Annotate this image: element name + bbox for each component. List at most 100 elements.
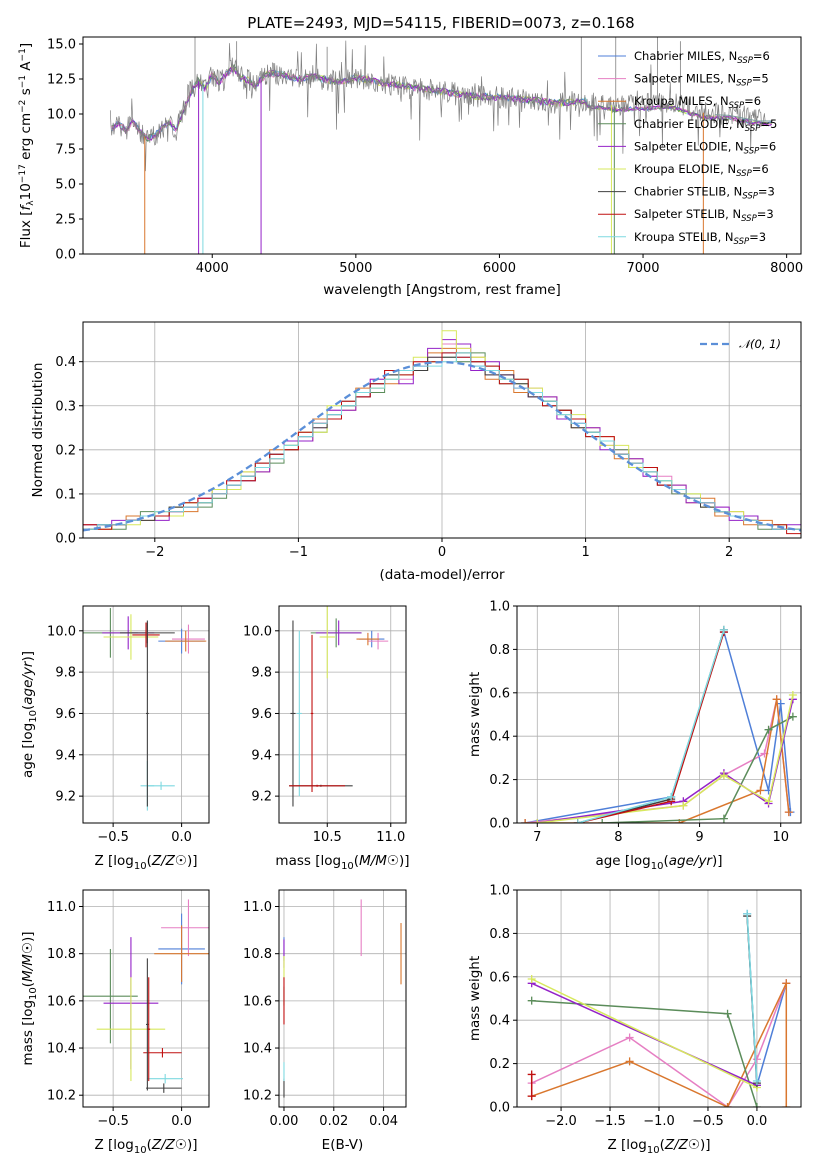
label-part: )] (712, 853, 723, 869)
label-part: Z/Z☉ (151, 1137, 187, 1153)
legend-sub: SSP (734, 237, 750, 247)
x-axis-label: age [log10(age/yr)] (595, 853, 722, 872)
x-axis-label: wavelength [Angstrom, rest frame] (323, 282, 561, 298)
legend-entry: Kroupa ELODIE, NSSP=6 (634, 162, 769, 179)
label-part: )] (700, 1137, 711, 1153)
label-part: M/M☉ (20, 942, 36, 982)
y-tick-label: 9.8 (55, 666, 76, 681)
x-tick-label: 0 (438, 545, 446, 560)
weight-marker (667, 792, 676, 801)
legend-entry: 𝒩(0, 1) (739, 337, 781, 351)
x-tick-label: 4000 (196, 261, 229, 276)
y-tick-label: 10.8 (243, 947, 272, 962)
y-tick-label: 0.2 (55, 443, 76, 458)
weight-marker (533, 819, 542, 823)
weight-marker (782, 979, 791, 988)
y-tick-label: 0.3 (55, 399, 76, 414)
y-tick-label: 10.4 (243, 1042, 272, 1057)
legend-sub: SSP (737, 56, 753, 66)
axes-frame (516, 605, 802, 824)
x-tick-label: 7000 (626, 261, 659, 276)
weight-marker (776, 699, 785, 708)
weight-marker (527, 1092, 536, 1101)
y-tick-label: 0.6 (489, 970, 510, 985)
weight-line (531, 999, 758, 1107)
y-tick-label: 5.0 (55, 178, 76, 193)
label-sub: 10 (341, 861, 354, 872)
x-tick-label: −1 (289, 545, 308, 560)
label-part: −17 (18, 164, 28, 183)
label-part: )] (187, 1137, 198, 1153)
y-tick-label: 10.2 (47, 1089, 76, 1104)
weight-marker (719, 625, 728, 634)
legend-sub: SSP (744, 146, 760, 156)
legend-suffix: =5 (752, 72, 769, 86)
legend-suffix: =3 (749, 230, 766, 244)
y-axis-label: age [log10(age/yr)] (20, 651, 39, 778)
legend-entry: Chabrier MILES, NSSP=6 (634, 49, 770, 66)
y-axis-label: mass [log10(M/M☉)] (20, 931, 39, 1065)
y-tick-label: 10.8 (47, 947, 76, 962)
spectrum-data-line (109, 40, 766, 172)
y-tick-label: 1.0 (489, 884, 510, 899)
residuals-plot-area (83, 330, 801, 538)
x-tick-label: 0.00 (270, 1114, 299, 1129)
x-axis-label: Z [log10(Z/Z☉)] (94, 853, 197, 872)
weight-line (577, 629, 725, 823)
label-sub: 10 (134, 861, 147, 872)
weight-marker (752, 1103, 761, 1107)
x-tick-label: 1 (581, 545, 589, 560)
y-axis-label: mass weight (467, 672, 483, 757)
mass-vs-ebv-panel: 0.00 0.02 0.04 10.2 10.4 10.6 10.8 11.0 E(B-V) (243, 889, 407, 1153)
age-vs-z-panel: −0.5 0.09.29.49.69.810.0Z [log10(Z/Z☉)]ag… (20, 605, 210, 872)
y-tick-label: 10.4 (47, 1042, 76, 1057)
weight-marker (573, 819, 582, 823)
x-tick-label: 8000 (770, 261, 803, 276)
label-sub: 10 (647, 1145, 660, 1156)
y-tick-label: 7.5 (55, 143, 76, 158)
legend-entry: Kroupa MILES, NSSP=6 (634, 94, 761, 111)
weight-line (531, 982, 788, 1107)
legend-suffix: =5 (760, 117, 777, 131)
x-tick-label: 10.5 (313, 830, 342, 845)
label-part: age/yr (20, 660, 36, 705)
legend-entry: Salpeter ELODIE, NSSP=6 (634, 139, 776, 156)
weight-line (531, 983, 787, 1107)
legend-label: Salpeter MILES, N (634, 72, 736, 86)
y-tick-label: 0.0 (55, 532, 76, 547)
legend-sub: SSP (741, 214, 757, 224)
x-tick-label: −0.5 (97, 830, 129, 845)
label-part: )] (20, 931, 36, 942)
legend-label: Salpeter STELIB, N (634, 207, 741, 221)
y-tick-label: 10.0 (47, 624, 76, 639)
x-tick-label: −1.0 (643, 1114, 675, 1129)
weight-marker (764, 797, 773, 806)
label-part: 10 (18, 183, 34, 200)
weight-marker (788, 690, 797, 699)
y-tick-label: 9.4 (251, 748, 272, 763)
plot-layer: 4000 5000 6000 7000 80000.02.55.07.510.012.5… (18, 36, 803, 1156)
legend-suffix: =6 (753, 49, 770, 63)
label-part: age [log (20, 723, 36, 778)
x-tick-label: −0.5 (692, 1114, 724, 1129)
weight-marker (679, 801, 688, 810)
legend-entry: Salpeter MILES, NSSP=5 (634, 72, 769, 89)
y-axis-label: mass weight (467, 956, 483, 1041)
y-axis-label: Flux [fλ10−17 erg cm−2 s−1 A−1] (18, 43, 36, 248)
x-tick-label: 7 (533, 830, 541, 845)
figure-title: PLATE=2493, MJD=54115, FIBERID=0073, z=0… (247, 14, 634, 32)
legend-label: Chabrier STELIB, N (634, 185, 742, 199)
y-tick-label: 9.2 (251, 790, 272, 805)
y-tick-label: 10.0 (243, 624, 272, 639)
label-part: ( (20, 982, 36, 987)
x-tick-label: 0.0 (171, 830, 192, 845)
label-part: 10 (651, 861, 664, 872)
weight-line (537, 699, 794, 823)
weight-marker (598, 819, 607, 823)
y-tick-label: 15.0 (47, 38, 76, 53)
weight-marker (719, 771, 728, 780)
x-tick-label: 2 (725, 545, 733, 560)
legend-sub: SSP (745, 124, 761, 134)
label-part: ( (20, 705, 36, 710)
